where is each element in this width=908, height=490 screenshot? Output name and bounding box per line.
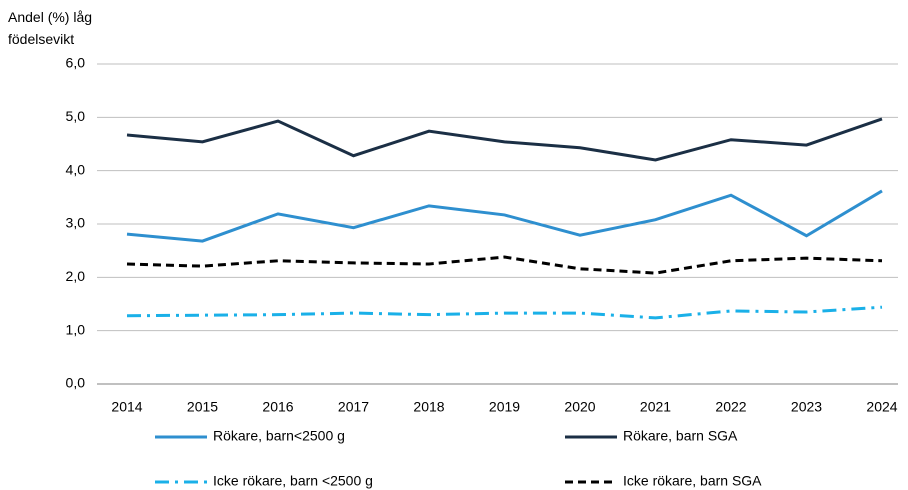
y-tick-label: 3,0: [66, 215, 86, 231]
series-line: [126, 117, 883, 162]
legend-label: Rökare, barn SGA: [623, 428, 738, 444]
x-tick-label: 2018: [413, 399, 444, 415]
y-tick-label: 1,0: [66, 321, 86, 337]
series-line: [126, 189, 883, 243]
x-tick-label: 2019: [489, 399, 520, 415]
legend-label: Icke rökare, barn SGA: [623, 473, 762, 489]
x-tick-label: 2022: [715, 399, 746, 415]
y-tick-label: 2,0: [66, 268, 86, 284]
y-tick-label: 0,0: [66, 375, 86, 391]
x-tick-label: 2023: [791, 399, 822, 415]
x-tick-label: 2014: [111, 399, 142, 415]
x-tick-label: 2021: [640, 399, 671, 415]
legend-label: Rökare, barn<2500 g: [213, 428, 345, 444]
legend-label: Icke rökare, barn <2500 g: [213, 473, 373, 489]
y-tick-label: 5,0: [66, 108, 86, 124]
x-tick-label: 2020: [564, 399, 595, 415]
series-line: [126, 255, 883, 275]
x-tick-label: 2016: [262, 399, 293, 415]
x-tick-label: 2015: [187, 399, 218, 415]
x-tick-label: 2017: [338, 399, 369, 415]
y-axis-label: Andel (%) låg födelsevikt: [8, 9, 93, 47]
y-tick-label: 6,0: [66, 55, 86, 71]
series-line: [126, 305, 883, 320]
x-tick-label: 2024: [866, 399, 897, 415]
y-tick-label: 4,0: [66, 161, 86, 177]
